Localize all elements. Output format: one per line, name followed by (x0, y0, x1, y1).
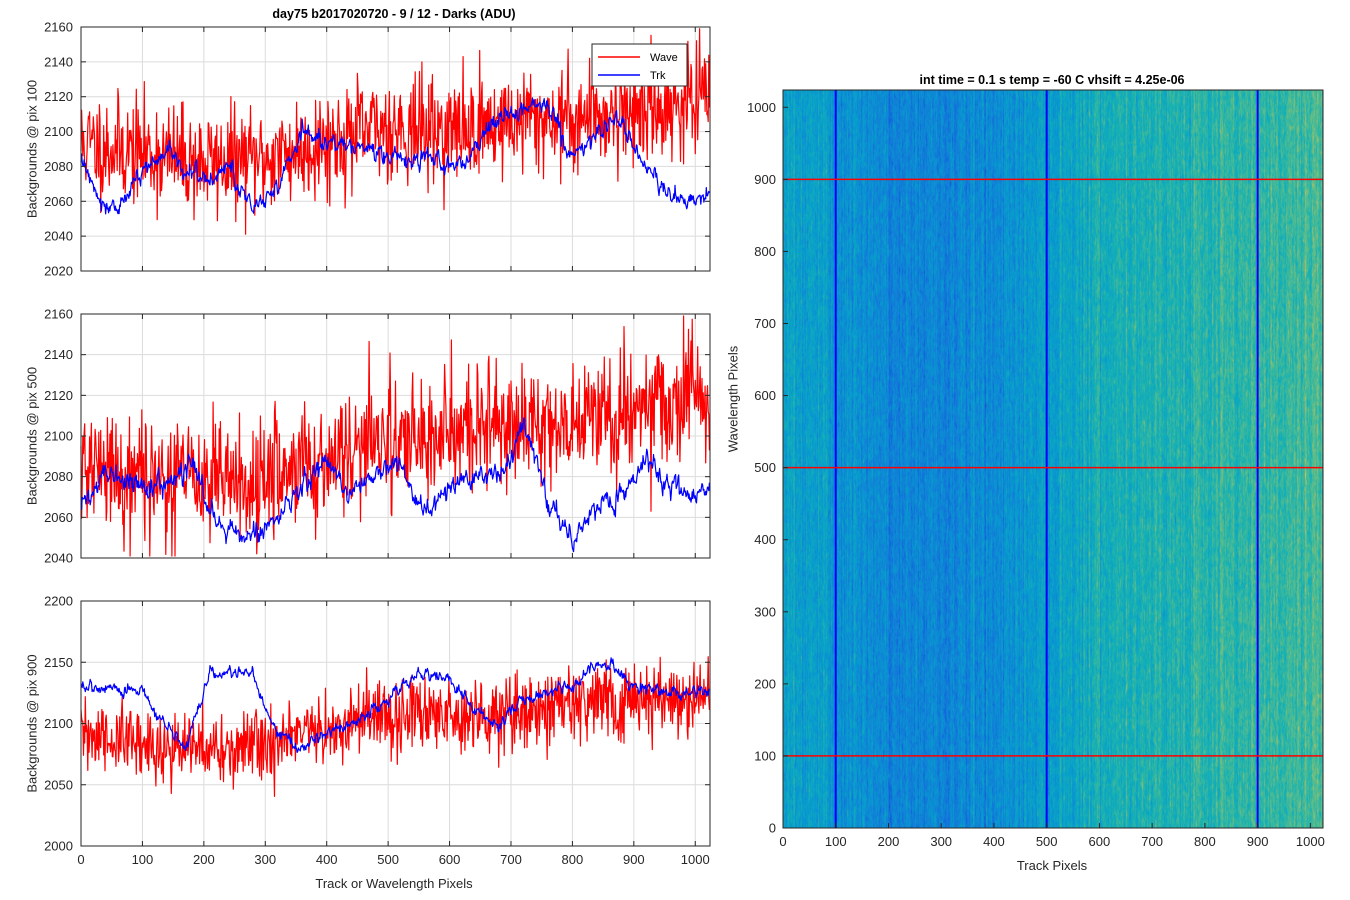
y-tick-label: 2100 (44, 429, 73, 444)
x-tick-label: 900 (623, 852, 645, 867)
series-line-wave (80, 656, 710, 798)
x-tick-label: 600 (1089, 834, 1111, 849)
x-tick-label: 800 (1194, 834, 1216, 849)
y-tick-label: 2200 (44, 594, 73, 609)
legend-trk-label: Trk (650, 70, 666, 82)
plot-lines (80, 656, 710, 798)
figure-title: day75 b2017020720 - 9 / 12 - Darks (ADU) (272, 7, 515, 21)
legend[interactable]: Wave Trk (591, 43, 688, 87)
y-axis-label: Backgrounds @ pix 900 (25, 654, 40, 792)
y-tick-label: 700 (754, 316, 776, 331)
plot-lines (80, 315, 710, 557)
x-tick-label: 400 (316, 852, 338, 867)
y-tick-label: 900 (754, 172, 776, 187)
y-tick-label: 2160 (44, 307, 73, 322)
y-axis-label: Backgrounds @ pix 500 (25, 367, 40, 505)
series-line-trk (80, 657, 710, 754)
heatmap-image (783, 90, 1323, 828)
panel-pix-900: 0 100 200 300 400 500 600 700 800 900 1000 2000 2050… (25, 594, 711, 891)
x-tick-label: 1000 (681, 852, 710, 867)
x-tick-label: 900 (1247, 834, 1269, 849)
ticks: 0 100 200 300 400 500 600 700 800 900 1000 0 100 200 3… (747, 100, 1325, 849)
marker-lines (783, 90, 1323, 828)
y-tick-label: 2050 (44, 777, 73, 792)
series-line-wave (80, 28, 710, 235)
x-tick-label: 200 (193, 852, 215, 867)
y-tick-label: 2080 (44, 159, 73, 174)
x-tick-label: 600 (439, 852, 461, 867)
x-tick-label: 400 (983, 834, 1005, 849)
x-tick-label: 500 (1036, 834, 1058, 849)
x-tick-label: 100 (825, 834, 847, 849)
y-tick-label: 2020 (44, 264, 73, 279)
y-tick-label: 2060 (44, 194, 73, 209)
x-tick-label: 300 (930, 834, 952, 849)
y-tick-label: 500 (754, 460, 776, 475)
y-tick-label: 800 (754, 244, 776, 259)
y-axis-label: Wavelength Pixels (726, 345, 741, 452)
x-tick-label: 300 (254, 852, 276, 867)
axes-frame (782, 89, 1324, 829)
x-axis-label: Track Pixels (1017, 858, 1088, 873)
y-tick-label: 2040 (44, 551, 73, 566)
panel-pix-500: 2040 2060 2080 2100 2120 2140 2160 Backgrounds… (25, 307, 711, 566)
ticks: 2040 2060 2080 2100 2120 2140 2160 (44, 307, 710, 566)
y-tick-label: 0 (769, 821, 776, 836)
y-tick-label: 2060 (44, 510, 73, 525)
y-tick-label: 2140 (44, 347, 73, 362)
y-tick-label: 300 (754, 604, 776, 619)
y-tick-label: 400 (754, 532, 776, 547)
series-line-wave (80, 315, 710, 557)
y-tick-label: 2040 (44, 229, 73, 244)
y-tick-label: 100 (754, 748, 776, 763)
panel-pix-100: 2020 2040 2060 2080 2100 2120 2140 2160 Backgro… (25, 20, 711, 279)
y-tick-label: 2120 (44, 89, 73, 104)
x-tick-label: 800 (562, 852, 584, 867)
y-tick-label: 2150 (44, 655, 73, 670)
x-tick-label: 0 (779, 834, 786, 849)
ticks: 0 100 200 300 400 500 600 700 800 900 1000 2000 2050… (44, 594, 710, 867)
x-tick-label: 700 (1141, 834, 1163, 849)
y-tick-label: 2120 (44, 388, 73, 403)
y-tick-label: 2140 (44, 54, 73, 69)
y-axis-label: Backgrounds @ pix 100 (25, 80, 40, 218)
x-tick-label: 500 (377, 852, 399, 867)
y-tick-label: 2080 (44, 469, 73, 484)
x-axis-label: Track or Wavelength Pixels (315, 876, 473, 891)
y-tick-label: 2160 (44, 20, 73, 35)
legend-box (591, 43, 688, 87)
y-tick-label: 2100 (44, 716, 73, 731)
x-tick-label: 0 (77, 852, 84, 867)
image-title: int time = 0.1 s temp = -60 C vhsift = 4… (919, 73, 1184, 87)
axes-frame (80, 26, 711, 272)
x-tick-label: 100 (132, 852, 154, 867)
x-tick-label: 700 (500, 852, 522, 867)
ticks: 2020 2040 2060 2080 2100 2120 2140 2160 (44, 20, 710, 279)
series-line-trk (80, 97, 710, 215)
y-tick-label: 600 (754, 388, 776, 403)
y-tick-label: 200 (754, 676, 776, 691)
y-tick-label: 1000 (747, 100, 776, 115)
x-tick-label: 1000 (1296, 834, 1325, 849)
panel-image: int time = 0.1 s temp = -60 C vhsift = 4… (726, 73, 1325, 873)
x-tick-label: 200 (878, 834, 900, 849)
y-tick-label: 2000 (44, 839, 73, 854)
y-tick-label: 2100 (44, 124, 73, 139)
series-line-trk (80, 417, 710, 553)
legend-wave-label: Wave (650, 52, 678, 64)
plot-lines (80, 28, 710, 235)
